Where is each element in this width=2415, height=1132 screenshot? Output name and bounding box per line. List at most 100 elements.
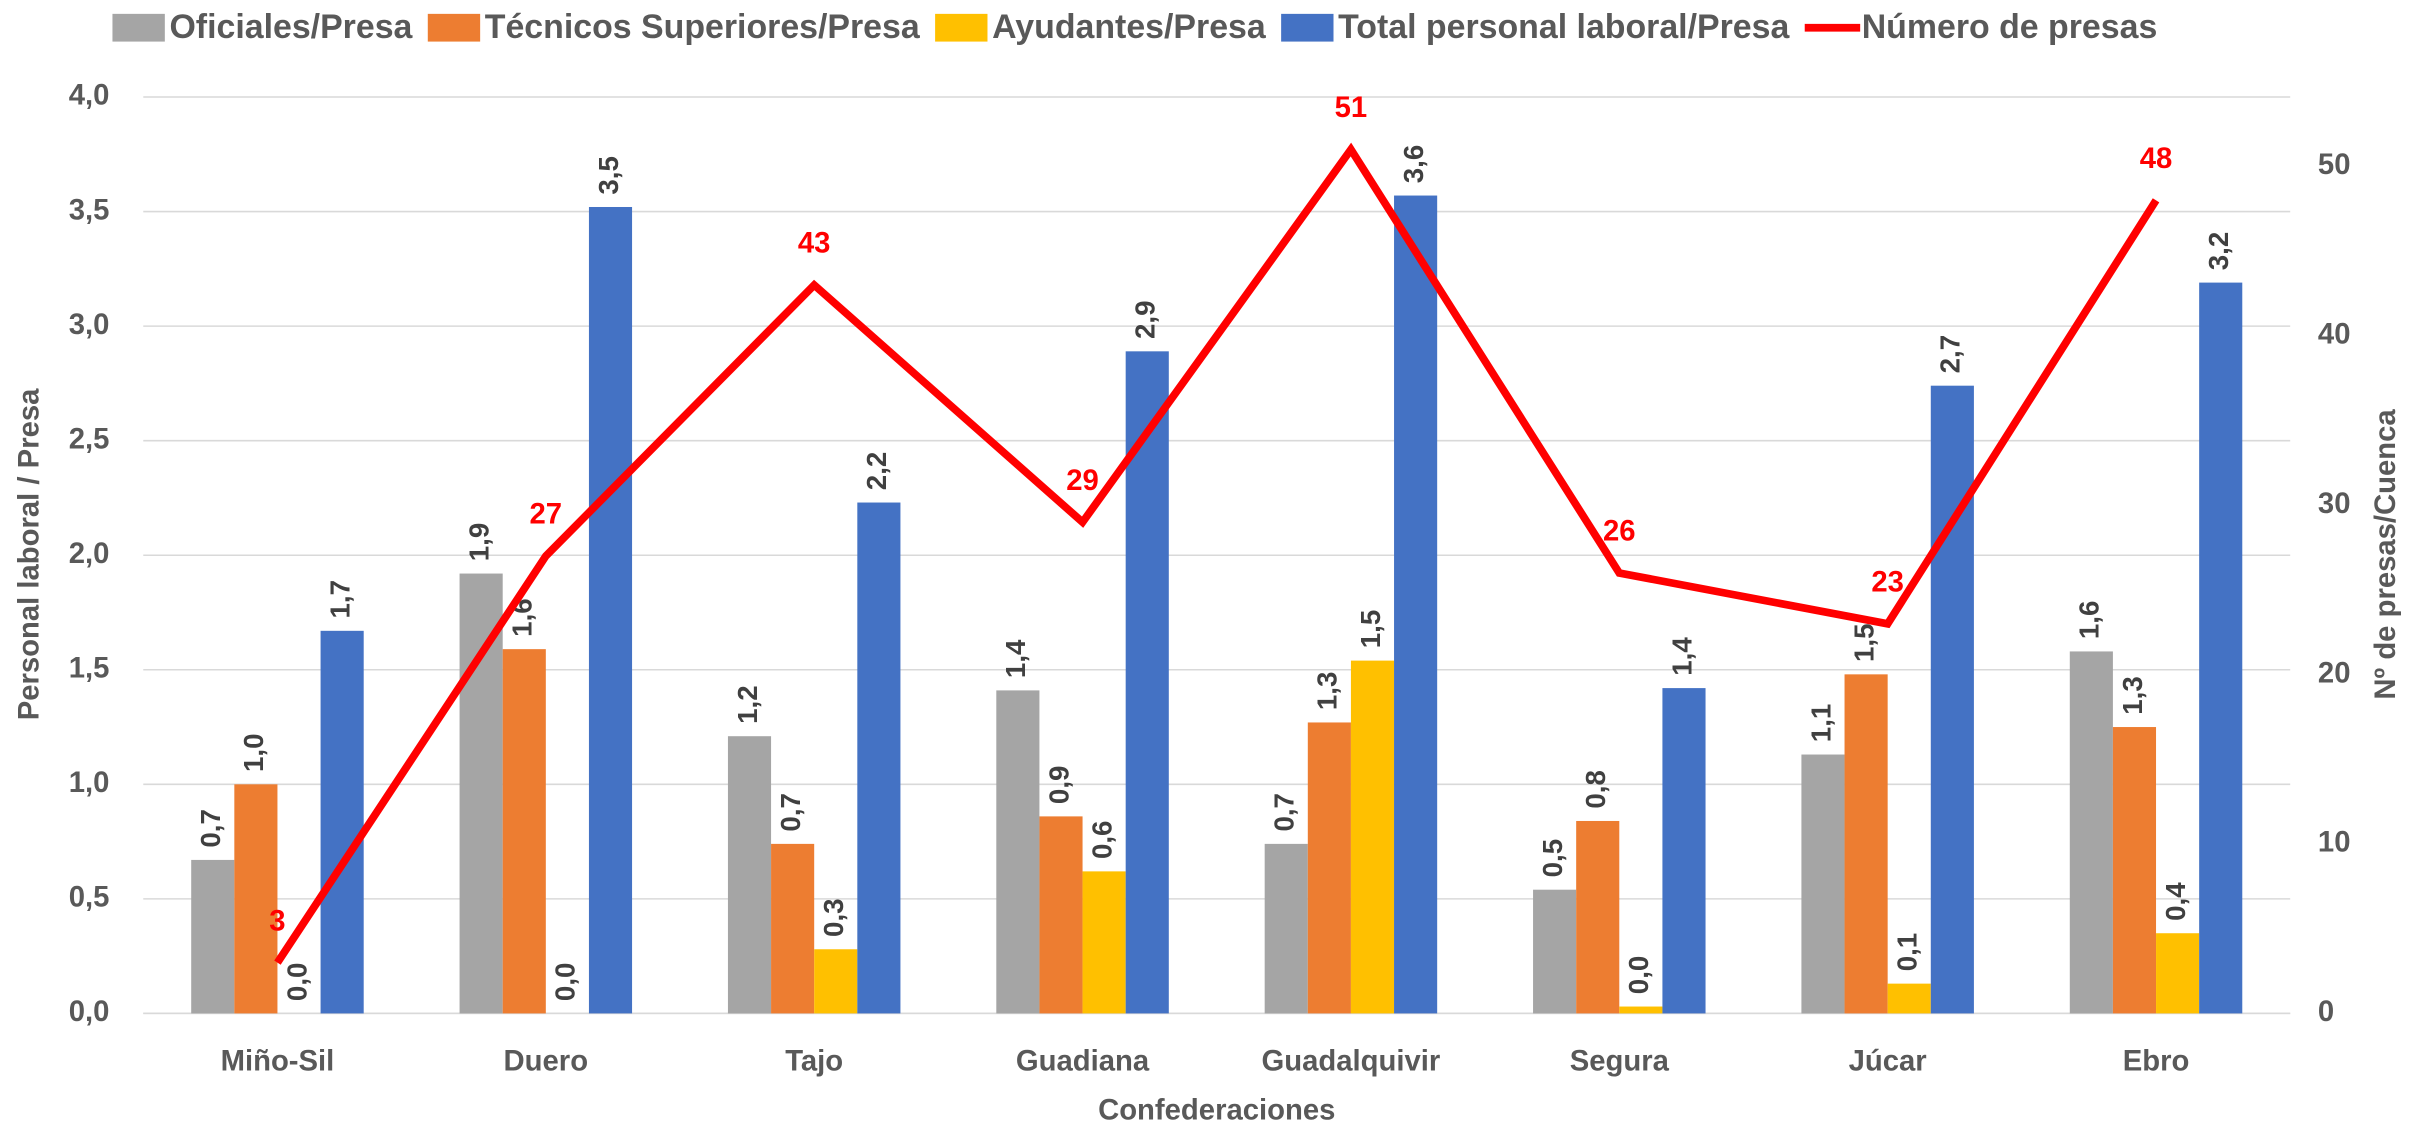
data-label: 1,4: [1000, 639, 1031, 678]
bar: [1039, 816, 1083, 1014]
bar: [1350, 660, 1395, 1014]
data-label: 1,4: [1666, 637, 1697, 676]
y2-tick-label: 50: [2318, 149, 2351, 181]
bar: [771, 843, 815, 1014]
bar: [1844, 674, 1888, 1014]
bar: [1930, 385, 1974, 1014]
bar: [2112, 727, 2157, 1014]
data-label: 1,3: [2117, 676, 2148, 715]
data-label: 0,7: [195, 809, 226, 848]
data-label: 27: [530, 499, 563, 531]
data-label: 0,4: [2160, 882, 2191, 921]
data-label: 3: [269, 905, 285, 937]
bar: [996, 690, 1040, 1014]
y2-tick-label: 20: [2318, 657, 2351, 689]
data-label: 1,0: [238, 733, 269, 772]
data-label: 0,1: [1892, 933, 1923, 972]
y-tick-label: 0,0: [69, 996, 110, 1028]
data-label: 1,9: [463, 523, 494, 562]
y-tick-label: 3,5: [69, 194, 110, 226]
data-label: 1,6: [2074, 601, 2105, 640]
legend-label: Técnicos Superiores/Presa: [485, 8, 921, 46]
data-label: 51: [1335, 92, 1368, 124]
legend-label: Ayudantes/Presa: [992, 8, 1267, 46]
x-tick-label: Ebro: [2123, 1045, 2190, 1077]
y-tick-label: 3,0: [69, 309, 110, 341]
bar: [459, 573, 503, 1014]
bar: [320, 630, 364, 1014]
data-label: 1,2: [732, 685, 763, 724]
bar: [1576, 820, 1620, 1014]
x-tick-label: Miño-Sil: [221, 1045, 335, 1077]
data-label: 43: [798, 228, 831, 260]
data-label: 1,5: [1355, 610, 1386, 649]
data-label: 2,7: [1935, 335, 1966, 374]
legend-swatch: [112, 13, 165, 42]
data-label: 0,7: [1269, 793, 1300, 832]
data-label: 1,5: [1848, 623, 1879, 662]
legend-label: Oficiales/Presa: [169, 8, 413, 46]
x-tick-label: Segura: [1570, 1045, 1670, 1077]
x-axis-label: Confederaciones: [1098, 1095, 1335, 1127]
data-label: 26: [1603, 516, 1636, 548]
bar: [814, 949, 858, 1014]
bar: [1307, 722, 1351, 1014]
x-tick-label: Guadiana: [1016, 1045, 1150, 1077]
bar: [1533, 889, 1577, 1014]
data-label: 1,1: [1805, 704, 1836, 743]
x-tick-label: Tajo: [785, 1045, 843, 1077]
data-label: 23: [1871, 567, 1904, 599]
bar: [2156, 933, 2200, 1014]
y2-tick-label: 30: [2318, 488, 2351, 520]
bar: [1887, 983, 1931, 1014]
legend-swatch: [1281, 13, 1334, 42]
bar: [1082, 871, 1126, 1014]
bar: [1662, 688, 1706, 1014]
data-label: 29: [1066, 465, 1099, 497]
data-label: 2,2: [861, 452, 892, 491]
y-tick-label: 0,5: [69, 882, 110, 914]
legend-swatch: [935, 13, 988, 42]
y2-axis-label: Nº de presas/Cuenca: [2370, 409, 2402, 700]
y2-tick-label: 10: [2318, 827, 2351, 859]
y2-tick-label: 40: [2318, 319, 2351, 351]
data-label: 0,3: [818, 898, 849, 937]
legend-swatch: [427, 13, 481, 42]
bar: [1125, 351, 1169, 1014]
y-tick-label: 4,0: [69, 80, 110, 112]
bar: [234, 784, 278, 1014]
bar: [2199, 282, 2243, 1014]
data-label: 0,0: [550, 963, 581, 1002]
data-label: 3,6: [1398, 145, 1429, 184]
data-label: 2,9: [1130, 300, 1161, 339]
data-label: 0,9: [1043, 766, 1074, 805]
bar: [191, 859, 235, 1014]
y-tick-label: 1,0: [69, 767, 110, 799]
data-label: 48: [2140, 143, 2173, 175]
data-label: 0,0: [1623, 956, 1654, 995]
y-tick-label: 1,5: [69, 653, 110, 685]
legend-label: Total personal laboral/Presa: [1338, 8, 1790, 46]
bar: [2069, 651, 2113, 1014]
bar: [1264, 843, 1308, 1014]
data-label: 3,2: [2203, 232, 2234, 271]
x-tick-label: Guadalquivir: [1262, 1045, 1441, 1077]
bar: [727, 736, 772, 1014]
bar: [1394, 195, 1438, 1014]
bar: [1619, 1006, 1663, 1014]
x-tick-label: Júcar: [1849, 1045, 1927, 1077]
bar: [857, 502, 901, 1014]
data-label: 0,6: [1086, 821, 1117, 860]
x-tick-label: Duero: [504, 1045, 589, 1077]
data-label: 0,5: [1537, 839, 1568, 878]
line: [274, 142, 2160, 965]
y-axis-label: Personal laboral / Presa: [14, 388, 46, 720]
data-label: 0,7: [775, 793, 806, 832]
data-label: 3,5: [593, 156, 624, 195]
bar: [502, 649, 546, 1014]
data-label: 1,7: [324, 580, 355, 619]
data-label: 0,0: [281, 963, 312, 1002]
legend-label: Número de presas: [1862, 8, 2158, 46]
y-tick-label: 2,0: [69, 538, 110, 570]
